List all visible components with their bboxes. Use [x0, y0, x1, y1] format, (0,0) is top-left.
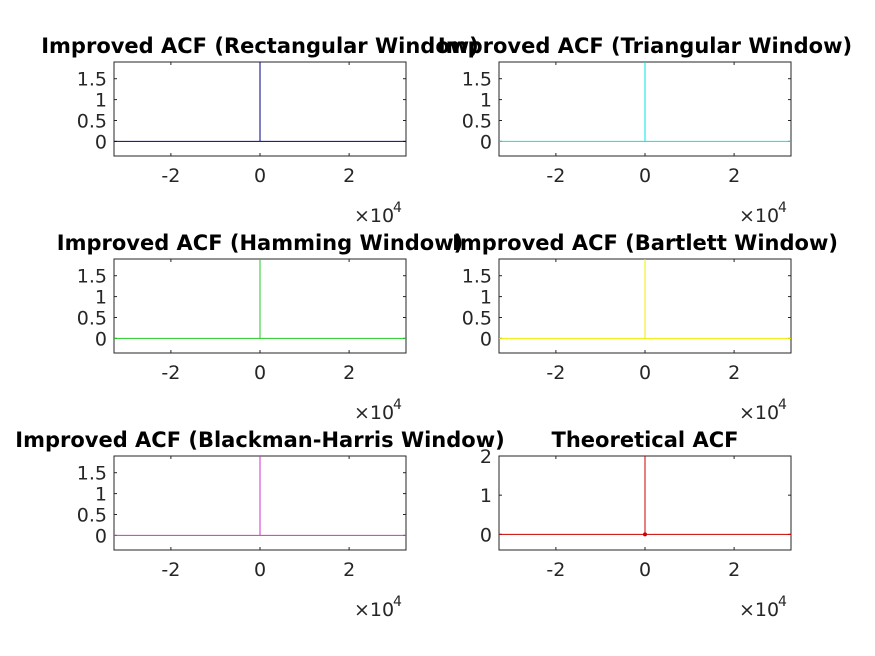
y-tick-label: 1: [480, 90, 492, 112]
x-tick-label: 2: [728, 362, 740, 384]
x-exponent: 4: [393, 594, 402, 610]
x-tick-label: -2: [161, 165, 180, 187]
acf-series-line: [499, 62, 791, 142]
subplot-title: Improved ACF (Triangular Window): [438, 34, 852, 58]
y-tick-label: 1.5: [462, 266, 492, 288]
acf-series-line: [499, 259, 791, 339]
x-tick-label: 2: [343, 362, 355, 384]
x-tick-label: -2: [161, 559, 180, 581]
x-exponent: 4: [778, 594, 787, 610]
x-tick-label: 0: [639, 362, 651, 384]
x-exponent: 4: [778, 397, 787, 413]
y-tick-label: 1.5: [77, 463, 107, 485]
y-tick-label: 1: [480, 287, 492, 309]
x-exponent: 4: [393, 397, 402, 413]
x-tick-label: 0: [254, 362, 266, 384]
y-tick-label: 1.5: [77, 69, 107, 91]
y-tick-label: 0.5: [77, 307, 107, 329]
y-tick-label: 0: [95, 131, 107, 153]
subplot-title: Improved ACF (Hamming Window): [57, 231, 463, 255]
x-exponent-base: ×10: [739, 402, 779, 424]
x-tick-label: 0: [254, 559, 266, 581]
y-tick-label: 1.5: [462, 69, 492, 91]
x-tick-label: 2: [343, 559, 355, 581]
x-exponent-base: ×10: [739, 599, 779, 621]
zero-lag-marker: [643, 532, 647, 537]
y-tick-label: 0: [95, 328, 107, 350]
y-tick-label: 1: [480, 485, 492, 507]
x-exponent: 4: [778, 200, 787, 216]
y-tick-label: 0: [480, 328, 492, 350]
x-tick-label: 0: [639, 165, 651, 187]
x-tick-label: -2: [546, 165, 565, 187]
x-tick-label: -2: [546, 362, 565, 384]
acf-series-line: [499, 456, 791, 535]
x-tick-label: 0: [254, 165, 266, 187]
y-tick-label: 1.5: [77, 266, 107, 288]
y-tick-label: 1: [95, 484, 107, 506]
x-exponent: 4: [393, 200, 402, 216]
y-tick-label: 1: [95, 90, 107, 112]
y-tick-label: 0.5: [77, 504, 107, 526]
y-tick-label: 0.5: [77, 110, 107, 132]
x-exponent-base: ×10: [739, 205, 779, 227]
x-tick-label: -2: [546, 559, 565, 581]
subplot-title: Improved ACF (Bartlett Window): [452, 231, 838, 255]
x-tick-label: 2: [728, 165, 740, 187]
y-tick-label: 2: [480, 446, 492, 468]
x-tick-label: 2: [343, 165, 355, 187]
acf-series-line: [114, 456, 406, 536]
subplot-theoretical: -2 0 2 0 1 2 ×104 Theoretical ACF: [480, 428, 792, 621]
y-tick-label: 1: [95, 287, 107, 309]
x-tick-label: -2: [161, 362, 180, 384]
acf-series-line: [114, 259, 406, 339]
subplot-title: Theoretical ACF: [552, 428, 739, 452]
y-tick-label: 0: [95, 525, 107, 547]
y-tick-label: 0: [480, 131, 492, 153]
x-exponent-base: ×10: [354, 599, 394, 621]
acf-series-line: [114, 62, 406, 142]
x-tick-label: 0: [639, 559, 651, 581]
y-tick-label: 0: [480, 524, 492, 546]
x-exponent-base: ×10: [354, 402, 394, 424]
subplot-title: Improved ACF (Blackman-Harris Window): [15, 428, 504, 452]
y-tick-label: 0.5: [462, 307, 492, 329]
x-exponent-base: ×10: [354, 205, 394, 227]
subplot-title: Improved ACF (Rectangular Window): [41, 34, 479, 58]
x-tick-label: 2: [728, 559, 740, 581]
y-tick-label: 0.5: [462, 110, 492, 132]
